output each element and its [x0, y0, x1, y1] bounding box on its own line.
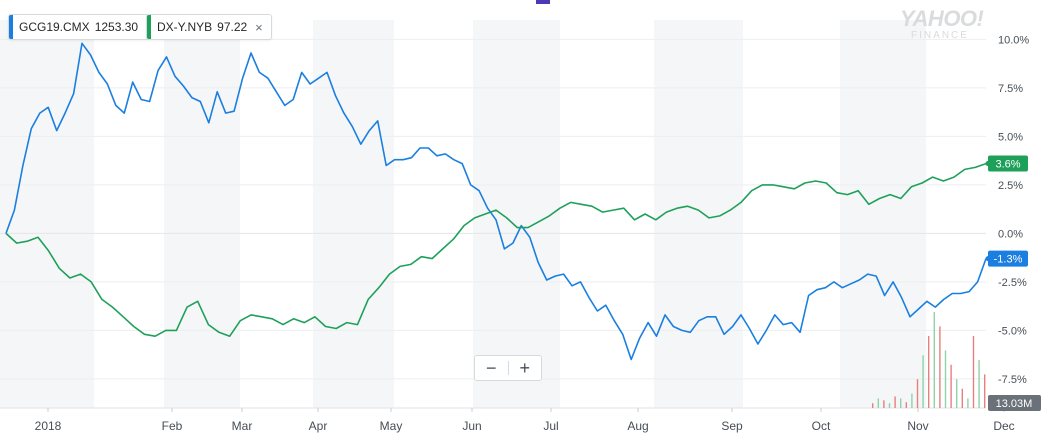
volume-bar: [967, 398, 969, 408]
series-lines: [5, 42, 987, 361]
volume-tag: [988, 395, 1041, 411]
volume-bar: [939, 326, 941, 408]
volume-bar: [961, 388, 963, 408]
volume-bar: [894, 396, 896, 408]
series-end-tag-label: -1.3%: [994, 254, 1023, 266]
volume-bar: [922, 355, 924, 408]
x-tick-label: Apr: [309, 419, 328, 433]
x-tick-label: Oct: [812, 419, 831, 433]
volume-bar: [883, 400, 885, 408]
volume-bars: [872, 312, 986, 408]
top-range-marker: [536, 0, 550, 4]
series-line: [5, 42, 987, 361]
volume-bar: [888, 403, 891, 408]
series-end-tag: [988, 155, 1028, 172]
x-tick-label: Feb: [162, 419, 183, 433]
x-tick-label: Jun: [462, 419, 481, 433]
y-tick-label: -7.5%: [998, 374, 1027, 386]
volume-bar: [911, 393, 913, 408]
volume-bar: [956, 379, 958, 408]
zoom-out-button[interactable]: −: [485, 357, 497, 378]
volume-tag-label: 13.03M: [996, 398, 1033, 410]
x-tick-label: Mar: [232, 419, 253, 433]
month-band: [0, 20, 94, 408]
volume-bar: [916, 379, 919, 408]
volume-bar: [972, 336, 975, 408]
volume-bar: [944, 350, 947, 408]
month-band: [654, 20, 743, 408]
logo-line-1: YAHOO!: [900, 6, 984, 31]
legend-item-dollar-index[interactable]: DX-Y.NYB 97.22 ×: [146, 14, 272, 40]
y-tick-label: -5.0%: [998, 325, 1027, 337]
y-tick-label: -2.5%: [998, 277, 1027, 289]
x-axis-ticks: 2018 Feb Mar Apr May Jun Jul Aug Sep Oct Nov Dec: [35, 408, 1015, 433]
x-tick-label: 2018: [35, 419, 62, 433]
legend-swatch: [147, 15, 151, 39]
series-end-tag-label: 3.6%: [995, 159, 1020, 171]
volume-bar: [978, 360, 980, 408]
month-band: [313, 20, 394, 408]
legend-symbol: DX-Y.NYB: [157, 20, 213, 34]
x-tick-label: Aug: [627, 419, 648, 433]
zoom-in-button[interactable]: +: [519, 357, 530, 378]
y-tick-label: 5.0%: [998, 131, 1023, 143]
x-tick-label: May: [380, 419, 403, 433]
y-axis-ticks: 10.0% 7.5% 5.0% 2.5% 0.0% -2.5% -5.0% -7.5%: [998, 34, 1029, 386]
legend-item-gold[interactable]: GCG19.CMX 1253.30: [8, 14, 150, 40]
legend-value: 1253.30: [94, 20, 139, 34]
logo-line-2: FINANCE: [911, 30, 969, 41]
x-tick-label: Nov: [907, 419, 928, 433]
y-tick-label: 0.0%: [998, 228, 1023, 240]
y-tick-label: 2.5%: [998, 180, 1023, 192]
legend-value: 97.22: [217, 20, 248, 34]
y-tick-label: 7.5%: [998, 83, 1023, 95]
series-line: [5, 162, 987, 338]
legend-symbol: GCG19.CMX: [19, 20, 90, 34]
x-tick-label: Dec: [993, 419, 1014, 433]
volume-bar: [905, 402, 907, 408]
volume-bar: [933, 312, 935, 408]
volume-bar: [877, 398, 879, 408]
zoom-control: − +: [474, 355, 542, 381]
yahoo-finance-logo: YAHOO! FINANCE: [900, 6, 984, 41]
month-bands: [0, 20, 926, 408]
series-end-tags: -1.3% 3.6% 13.03M: [985, 155, 1041, 411]
month-band: [164, 20, 240, 408]
volume-bar: [872, 403, 874, 408]
zoom-divider: [507, 361, 509, 375]
legend-swatch: [9, 15, 13, 39]
series-end-tag: [988, 250, 1028, 267]
x-tick-label: Jul: [543, 419, 558, 433]
volume-bar: [984, 374, 986, 408]
month-band: [840, 20, 926, 408]
volume-bar: [900, 398, 902, 408]
volume-bar: [950, 364, 952, 408]
y-tick-label: 10.0%: [998, 34, 1029, 46]
volume-bar: [928, 336, 930, 408]
x-tick-label: Sep: [721, 419, 743, 433]
close-icon[interactable]: ×: [255, 19, 263, 35]
